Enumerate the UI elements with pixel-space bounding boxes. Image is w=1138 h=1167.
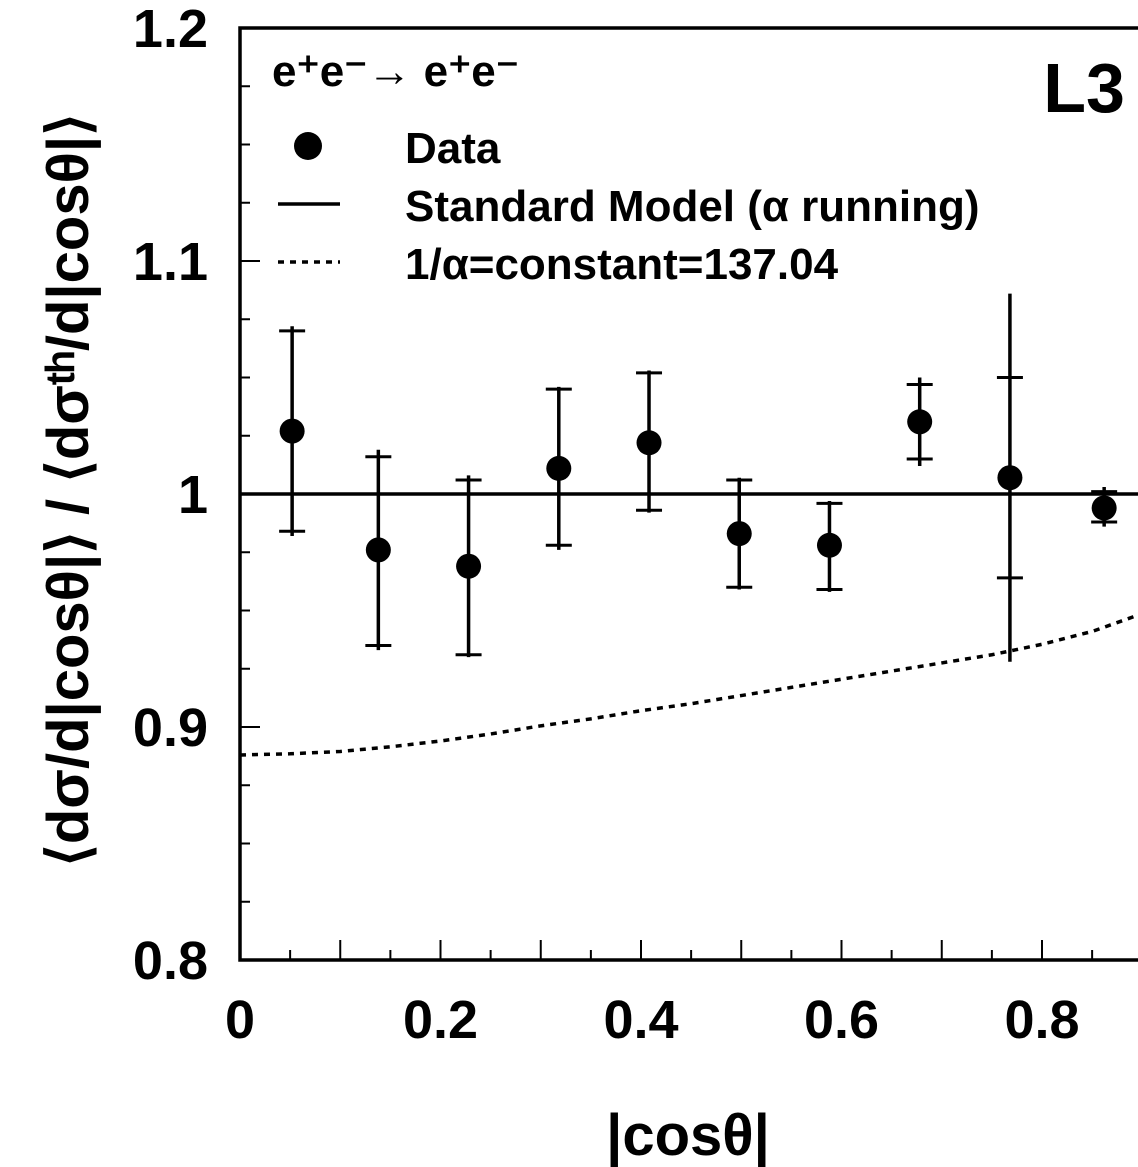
data-point <box>546 455 572 481</box>
x-tick-label: 0.8 <box>1004 990 1079 1050</box>
data-points <box>279 293 1118 662</box>
legend-data-marker <box>294 132 322 160</box>
legend-data-label: Data <box>405 124 501 173</box>
data-point <box>997 465 1023 491</box>
data-point <box>907 409 933 435</box>
axis-ticks: 0.8 0.9 1 1.1 1.2 0 0.2 0.4 0.6 0.8 <box>133 0 1094 1050</box>
y-tick-label: 1 <box>178 465 208 525</box>
data-point <box>456 553 482 579</box>
y-tick-label: 1.2 <box>133 0 208 59</box>
legend: e⁺e⁻→ e⁺e⁻ Data Standard Model (α runnin… <box>272 47 980 289</box>
process-label: e⁺e⁻→ e⁺e⁻ <box>272 47 519 96</box>
data-point <box>636 430 662 456</box>
data-point <box>1091 495 1117 521</box>
experiment-label: L3 <box>1043 49 1125 127</box>
y-axis-title: ⟨dσ/d|cosθ|⟩ / ⟨dσᵗʰ/d|cosθ|⟩ <box>36 113 101 867</box>
x-tick-label: 0.6 <box>804 990 879 1050</box>
data-point <box>816 532 842 558</box>
y-tick-label: 0.8 <box>133 931 208 991</box>
legend-const-label: 1/α=constant=137.04 <box>405 240 839 289</box>
constant-alpha-curve <box>239 613 1138 757</box>
data-point <box>365 537 391 563</box>
data-point <box>279 418 305 444</box>
x-tick-label: 0 <box>225 990 255 1050</box>
y-tick-label: 0.9 <box>133 698 208 758</box>
x-tick-label: 0.4 <box>603 990 678 1050</box>
data-point <box>726 521 752 547</box>
y-tick-label: 1.1 <box>133 232 208 292</box>
theory-curves <box>239 492 1138 757</box>
x-axis-title: |cosθ| <box>606 1103 770 1167</box>
x-tick-label: 0.2 <box>403 990 478 1050</box>
legend-sm-label: Standard Model (α running) <box>405 182 980 231</box>
